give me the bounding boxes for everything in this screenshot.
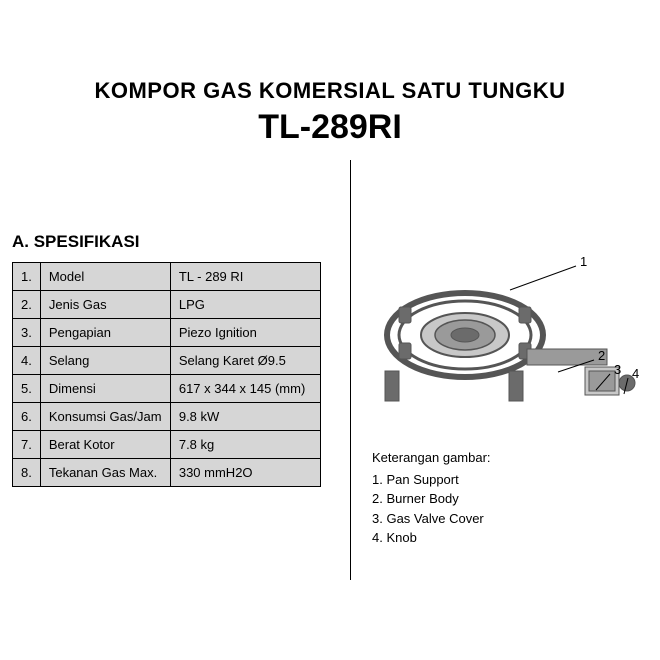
table-row: 7.Berat Kotor7.8 kg	[13, 431, 321, 459]
row-label: Pengapian	[40, 319, 170, 347]
legend-item: 2. Burner Body	[372, 489, 491, 509]
row-value: 330 mmH2O	[170, 459, 320, 487]
legend-item: 3. Gas Valve Cover	[372, 509, 491, 529]
row-label: Model	[40, 263, 170, 291]
callout-number: 4	[632, 366, 639, 381]
callout-number: 2	[598, 348, 605, 363]
row-number: 1.	[13, 263, 41, 291]
row-label: Berat Kotor	[40, 431, 170, 459]
row-value: Selang Karet Ø9.5	[170, 347, 320, 375]
table-row: 8.Tekanan Gas Max.330 mmH2O	[13, 459, 321, 487]
row-label: Konsumsi Gas/Jam	[40, 403, 170, 431]
row-value: TL - 289 RI	[170, 263, 320, 291]
row-number: 3.	[13, 319, 41, 347]
row-label: Dimensi	[40, 375, 170, 403]
row-label: Selang	[40, 347, 170, 375]
row-number: 6.	[13, 403, 41, 431]
row-number: 7.	[13, 431, 41, 459]
table-row: 1.ModelTL - 289 RI	[13, 263, 321, 291]
title-model: TL-289RI	[0, 108, 660, 147]
table-row: 4.SelangSelang Karet Ø9.5	[13, 347, 321, 375]
section-heading: A. SPESIFIKASI	[12, 232, 140, 252]
title-line1: KOMPOR GAS KOMERSIAL SATU TUNGKU	[0, 78, 660, 104]
row-number: 2.	[13, 291, 41, 319]
row-number: 4.	[13, 347, 41, 375]
diagram-legend: Keterangan gambar: 1. Pan Support 2. Bur…	[372, 448, 491, 548]
row-value: 7.8 kg	[170, 431, 320, 459]
title-block: KOMPOR GAS KOMERSIAL SATU TUNGKU TL-289R…	[0, 0, 660, 147]
row-value: 617 x 344 x 145 (mm)	[170, 375, 320, 403]
row-number: 5.	[13, 375, 41, 403]
row-label: Tekanan Gas Max.	[40, 459, 170, 487]
callout-number: 3	[614, 362, 621, 377]
table-row: 5.Dimensi617 x 344 x 145 (mm)	[13, 375, 321, 403]
row-value: 9.8 kW	[170, 403, 320, 431]
legend-item: 1. Pan Support	[372, 470, 491, 490]
table-row: 3.PengapianPiezo Ignition	[13, 319, 321, 347]
row-value: Piezo Ignition	[170, 319, 320, 347]
product-diagram: 1 234	[370, 250, 640, 450]
table-row: 6.Konsumsi Gas/Jam9.8 kW	[13, 403, 321, 431]
row-label: Jenis Gas	[40, 291, 170, 319]
spec-table: 1.ModelTL - 289 RI2.Jenis GasLPG3.Pengap…	[12, 262, 321, 487]
center-divider	[350, 160, 351, 580]
callout-number: 1	[580, 254, 587, 269]
row-value: LPG	[170, 291, 320, 319]
row-number: 8.	[13, 459, 41, 487]
legend-item: 4. Knob	[372, 528, 491, 548]
legend-title: Keterangan gambar:	[372, 448, 491, 468]
table-row: 2.Jenis GasLPG	[13, 291, 321, 319]
